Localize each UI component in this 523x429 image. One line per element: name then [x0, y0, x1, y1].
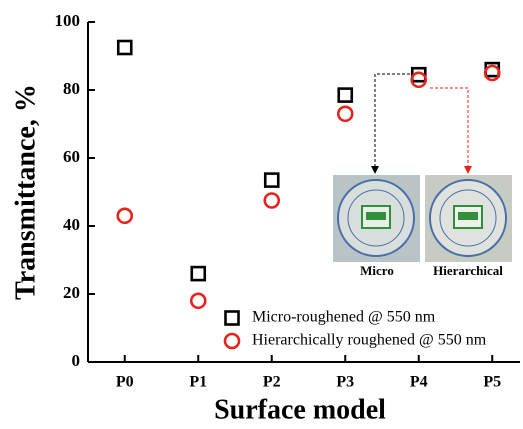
- annotation: Micro: [360, 263, 394, 278]
- x-tick-label: P1: [189, 374, 207, 391]
- marker-circle: [485, 66, 499, 80]
- chart: Surface model Transmittance, % Micro Hie…: [0, 0, 523, 429]
- marker-circle: [338, 107, 352, 121]
- y-tick-label: 100: [55, 11, 81, 30]
- legend-label: Hierarchically roughened @ 550 nm: [252, 332, 487, 349]
- y-tick-label: 0: [72, 351, 81, 370]
- x-tick-label: P4: [410, 374, 428, 391]
- x-tick-label: P3: [336, 374, 354, 391]
- legend-marker: [225, 334, 239, 348]
- annotation: Hierarchical: [433, 263, 503, 278]
- marker-circle: [191, 294, 205, 308]
- x-tick-label: P0: [116, 374, 134, 391]
- y-tick-label: 80: [63, 79, 80, 98]
- x-axis-title: Surface model: [214, 394, 386, 425]
- marker-square: [265, 174, 278, 187]
- legend-marker: [226, 312, 239, 325]
- marker-square: [192, 267, 205, 280]
- x-tick-label: P2: [263, 374, 281, 391]
- marker-square: [118, 41, 131, 54]
- y-axis-title: Transmittance, %: [10, 84, 41, 300]
- y-tick-label: 20: [63, 283, 80, 302]
- arrow: [375, 74, 410, 174]
- marker-circle: [118, 209, 132, 223]
- y-tick-label: 40: [63, 215, 80, 234]
- inset-photo-hierarchical: [425, 175, 512, 262]
- y-tick-label: 60: [63, 147, 80, 166]
- x-tick-label: P5: [483, 374, 501, 391]
- marker-circle: [265, 194, 279, 208]
- marker-square: [339, 89, 352, 102]
- arrow-head: [464, 166, 472, 174]
- legend-label: Micro-roughened @ 550 nm: [252, 309, 436, 326]
- marker-circle: [412, 73, 426, 87]
- arrow-head: [371, 166, 379, 174]
- inset-photo-micro: [333, 175, 420, 262]
- arrow: [430, 88, 468, 174]
